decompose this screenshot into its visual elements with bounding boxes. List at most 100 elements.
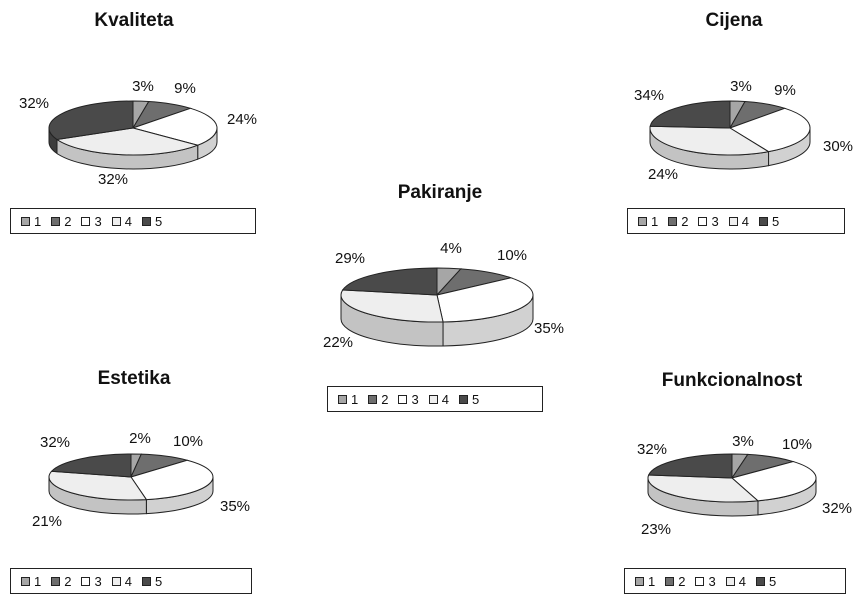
legend-swatch bbox=[21, 216, 30, 226]
data-label: 3% bbox=[132, 78, 154, 95]
legend: 1 2 3 4 5 bbox=[327, 386, 543, 412]
data-label: 4% bbox=[440, 240, 462, 257]
data-label: 24% bbox=[648, 166, 678, 183]
pie-slice-3 bbox=[436, 277, 534, 323]
data-label: 32% bbox=[40, 434, 70, 451]
legend-label: 2 bbox=[678, 573, 686, 589]
pie-slice-4 bbox=[48, 470, 148, 501]
legend-swatch bbox=[51, 216, 61, 226]
legend-item-5: 5 bbox=[755, 573, 777, 589]
legend-label: 4 bbox=[738, 573, 746, 589]
pie-slice-3 bbox=[728, 107, 811, 153]
pie-slice-5 bbox=[647, 453, 733, 479]
legend-swatch bbox=[665, 576, 675, 586]
legend-label: 1 bbox=[34, 573, 42, 589]
legend-label: 3 bbox=[411, 391, 419, 407]
legend: 1 2 3 4 5 bbox=[627, 208, 845, 234]
pie-chart-kvaliteta: 3% 9% 24% 32% 32% bbox=[19, 78, 257, 188]
legend-swatch bbox=[81, 576, 91, 586]
data-label: 34% bbox=[634, 87, 664, 104]
legend-item-2: 2 bbox=[51, 214, 71, 229]
data-label: 32% bbox=[637, 441, 667, 458]
data-label: 10% bbox=[173, 433, 203, 450]
legend-swatch bbox=[51, 576, 61, 586]
legend-label: 3 bbox=[708, 573, 716, 589]
pie-slice-5 bbox=[341, 267, 438, 296]
chart-title: Cijena bbox=[705, 10, 763, 31]
legend-swatch bbox=[111, 216, 121, 226]
legend-item-4: 4 bbox=[725, 573, 746, 589]
pie-slice-3 bbox=[130, 459, 214, 501]
legend-swatch bbox=[458, 394, 468, 404]
data-label: 10% bbox=[782, 436, 812, 453]
pie-chart-pakiranje: 4% 10% 35% 29% 22% bbox=[323, 240, 564, 351]
pie-slice-5 bbox=[48, 100, 134, 141]
legend-label: 4 bbox=[441, 391, 449, 407]
data-label: 23% bbox=[641, 521, 671, 538]
legend-item-1: 1 bbox=[638, 214, 658, 229]
pie-slice-3 bbox=[131, 107, 218, 146]
data-label: 2% bbox=[129, 430, 151, 447]
legend-item-3: 3 bbox=[81, 574, 102, 589]
data-label: 9% bbox=[174, 80, 196, 97]
legend-item-5: 5 bbox=[758, 213, 780, 229]
legend-swatch bbox=[698, 216, 708, 226]
legend-item-5: 5 bbox=[458, 391, 480, 407]
legend-item-1: 1 bbox=[635, 574, 655, 589]
legend: 1 2 3 4 5 bbox=[624, 568, 846, 594]
legend-swatch bbox=[638, 216, 647, 226]
data-label: 32% bbox=[98, 171, 128, 188]
legend-item-2: 2 bbox=[368, 392, 388, 407]
pie-slice-4 bbox=[649, 125, 770, 156]
legend-label: 1 bbox=[34, 213, 42, 229]
legend-swatch bbox=[21, 576, 30, 586]
legend-item-4: 4 bbox=[111, 213, 132, 229]
legend-swatch bbox=[725, 576, 735, 586]
legend-item-3: 3 bbox=[695, 573, 716, 589]
pie-slice-5 bbox=[649, 100, 731, 129]
legend-swatch bbox=[758, 216, 768, 226]
legend-swatch bbox=[398, 394, 408, 404]
legend-label: 5 bbox=[154, 213, 163, 229]
legend-label: 4 bbox=[124, 573, 132, 589]
legend: 1 2 3 4 5 bbox=[10, 208, 256, 234]
pie-chart-cijena: 3% 9% 30% 34% 24% bbox=[634, 78, 853, 183]
legend-label: 5 bbox=[154, 573, 163, 589]
legend-label: 2 bbox=[681, 213, 689, 229]
legend-item-1: 1 bbox=[338, 392, 358, 407]
legend-swatch bbox=[141, 216, 151, 226]
legend-label: 5 bbox=[471, 391, 480, 407]
legend: 1 2 3 4 5 bbox=[10, 568, 252, 594]
legend-label: 5 bbox=[771, 213, 780, 229]
legend-item-1: 1 bbox=[21, 574, 41, 589]
pie-slice-4 bbox=[55, 127, 200, 156]
legend-label: 1 bbox=[351, 391, 359, 407]
legend-swatch bbox=[81, 216, 91, 226]
legend-swatch bbox=[338, 394, 347, 404]
legend-label: 2 bbox=[64, 213, 72, 229]
data-label: 32% bbox=[19, 95, 49, 112]
legend-label: 2 bbox=[64, 573, 72, 589]
legend-item-1: 1 bbox=[21, 214, 41, 229]
pie-chart-funkcionalnost: 3% 10% 32% 32% 23% bbox=[637, 433, 852, 538]
legend-item-2: 2 bbox=[51, 574, 71, 589]
data-label: 3% bbox=[732, 433, 754, 450]
data-label: 10% bbox=[497, 247, 527, 264]
legend-item-5: 5 bbox=[141, 213, 163, 229]
legend-swatch bbox=[635, 576, 644, 586]
legend-label: 5 bbox=[768, 573, 777, 589]
pie-slice-4 bbox=[647, 474, 760, 503]
data-label: 30% bbox=[823, 138, 853, 155]
legend-label: 4 bbox=[124, 213, 132, 229]
legend-swatch bbox=[668, 216, 678, 226]
legend-swatch bbox=[728, 216, 738, 226]
legend-label: 1 bbox=[651, 213, 659, 229]
legend-swatch bbox=[111, 576, 121, 586]
legend-swatch bbox=[368, 394, 378, 404]
data-label: 9% bbox=[774, 82, 796, 99]
chart-title: Funkcionalnost bbox=[661, 370, 803, 391]
chart-title: Estetika bbox=[97, 368, 171, 389]
legend-item-5: 5 bbox=[141, 573, 163, 589]
legend-item-2: 2 bbox=[665, 574, 685, 589]
legend-label: 2 bbox=[381, 391, 389, 407]
